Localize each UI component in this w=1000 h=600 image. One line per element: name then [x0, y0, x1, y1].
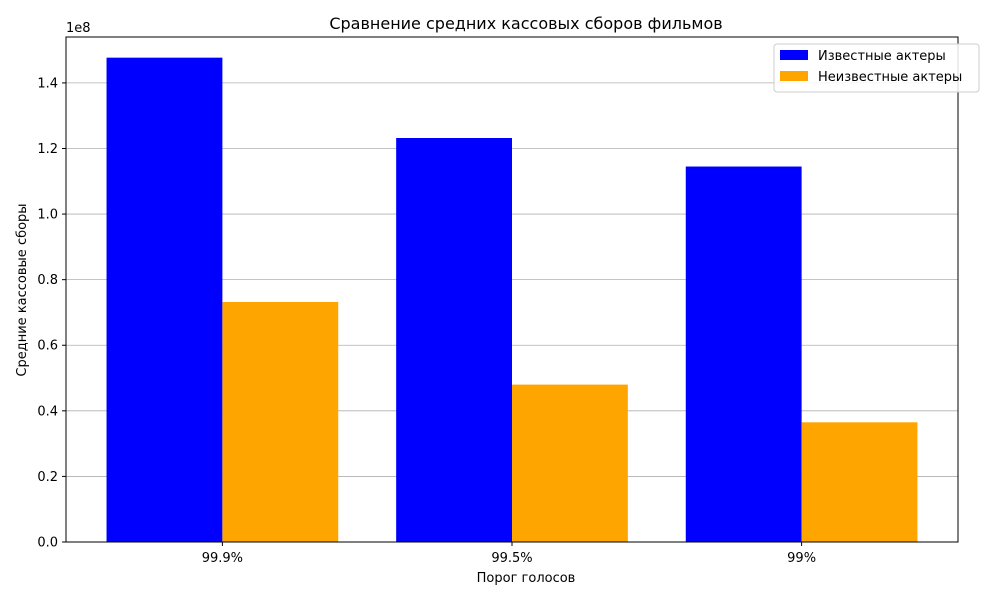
legend-label-unknown-actors: Неизвестные актеры — [818, 70, 962, 85]
bar-unknown-actors-2 — [801, 422, 918, 542]
y-tick-label: 0.2 — [37, 470, 58, 485]
legend-box — [773, 43, 980, 93]
bars-layer — [106, 57, 918, 543]
x-tick-label: 99.5% — [491, 551, 532, 566]
bar-unknown-actors-1 — [512, 384, 628, 542]
y-tick-label: 0.0 — [37, 536, 58, 551]
legend-swatch-unknown-actors — [780, 71, 808, 81]
y-tick-label: 1.4 — [37, 76, 58, 91]
ticks-layer: 0.0 0.2 0.4 0.6 0.8 1.0 1.2 1.4 99.9% 99.5% 99% — [37, 76, 816, 566]
y-axis-label: Средние кассовые сборы — [15, 203, 30, 376]
y-tick-label: 0.6 — [37, 339, 58, 354]
bar-unknown-actors-0 — [222, 301, 339, 542]
y-tick-label: 0.8 — [37, 273, 58, 288]
x-axis-label: Порог голосов — [477, 571, 576, 586]
y-offset-text: 1e8 — [66, 21, 91, 36]
bar-known-actors-0 — [106, 57, 223, 543]
legend-swatch-known-actors — [780, 50, 808, 60]
y-tick-label: 0.4 — [37, 404, 58, 419]
legend: Известные актеры Неизвестные актеры — [773, 43, 980, 93]
x-tick-label: 99% — [787, 551, 816, 566]
chart-title: Сравнение средних кассовых сборов фильмо… — [329, 14, 722, 33]
x-tick-label: 99.9% — [202, 551, 243, 566]
bar-known-actors-2 — [685, 166, 802, 542]
bar-known-actors-1 — [396, 138, 512, 542]
legend-label-known-actors: Известные актеры — [818, 49, 946, 64]
y-tick-label: 1.2 — [37, 142, 58, 157]
y-tick-label: 1.0 — [37, 208, 58, 223]
